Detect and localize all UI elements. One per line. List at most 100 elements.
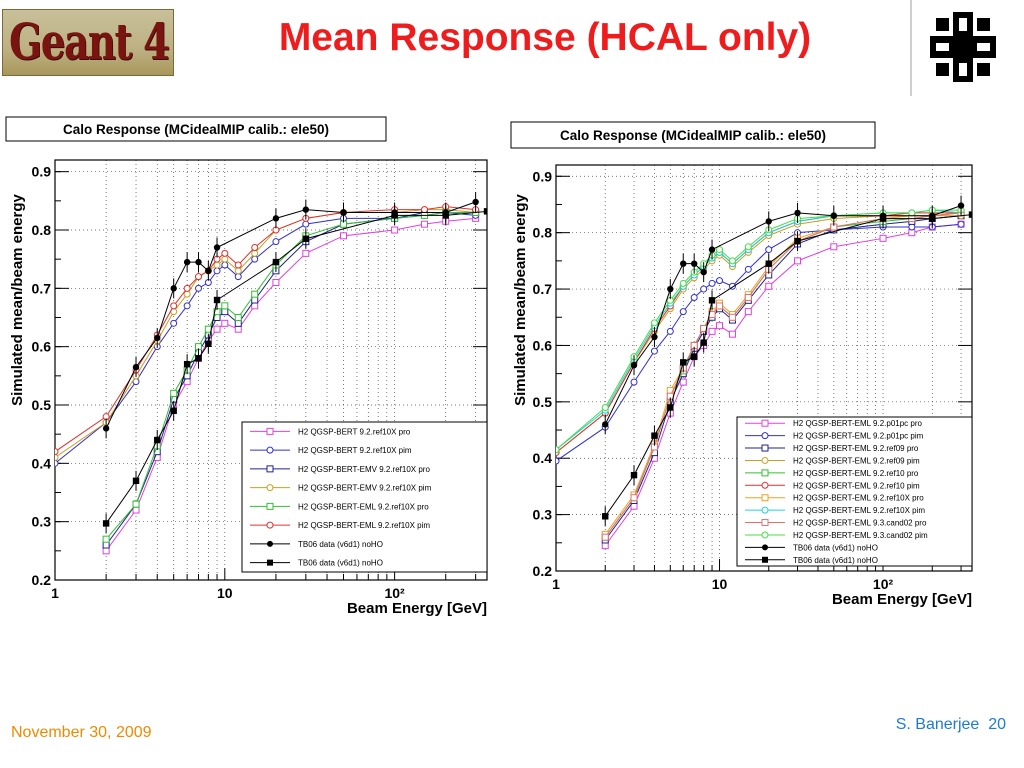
data-point: [221, 308, 229, 316]
legend-label: H2 QGSP-BERT-EML 9.2.p01pc pro: [793, 419, 922, 428]
data-point: [744, 294, 752, 302]
data-point: [204, 331, 212, 339]
data-point: [234, 261, 242, 269]
data-point: [339, 232, 347, 240]
data-point: [302, 249, 310, 257]
legend-box: [736, 416, 973, 567]
data-point: [708, 279, 716, 287]
data-point: [221, 249, 229, 257]
legend-label: H2 QGSP-BERT-EMV 9.2.ref10X pro: [298, 465, 430, 474]
data-point: [183, 284, 191, 292]
data-point: [716, 302, 724, 310]
series-line: [556, 209, 962, 451]
x-tick-label: 10²: [873, 576, 894, 592]
data-point: [690, 268, 698, 276]
series-line: [604, 212, 962, 538]
data-point: [794, 209, 801, 217]
data-point: [908, 209, 916, 217]
data-point: [601, 533, 609, 541]
data-point: [879, 212, 887, 220]
data-point: [339, 214, 347, 222]
legend-label: H2 QGSP-BERT-EML 9.2.ref09 pro: [793, 444, 919, 453]
data-point: [251, 296, 259, 304]
series-line: [105, 212, 476, 540]
data-point: [957, 209, 965, 217]
data-point: [700, 339, 707, 346]
data-point: [957, 209, 965, 217]
data-point: [761, 531, 769, 539]
data-point: [391, 209, 398, 216]
data-point: [132, 500, 140, 508]
data-point: [102, 419, 110, 426]
data-point: [55, 448, 59, 456]
series-2: [102, 209, 480, 549]
data-point: [195, 343, 203, 351]
data-point: [928, 223, 936, 231]
data-point: [761, 419, 769, 427]
data-point: [630, 471, 638, 479]
data-point: [267, 540, 273, 547]
geant4-logo-text: Geant 4: [9, 12, 170, 71]
data-point: [728, 263, 736, 270]
data-point: [744, 291, 752, 299]
legend-label: H2 QGSP-BERT-EML 9.2.ref10 pro: [793, 469, 919, 478]
data-point: [879, 220, 887, 228]
y-tick-label: 0.2: [32, 572, 52, 588]
data-point: [679, 308, 687, 316]
x-tick-label: 1: [51, 585, 59, 601]
data-point: [601, 533, 609, 541]
data-point: [666, 305, 674, 313]
data-point: [195, 284, 203, 292]
data-point: [170, 302, 178, 310]
y-tick-label: 0.3: [533, 507, 553, 523]
data-point: [716, 322, 724, 330]
data-point: [716, 251, 724, 259]
data-point: [708, 310, 716, 318]
legend-label: H2 QGSP-BERT-EMV 9.2.ref10X pim: [298, 484, 432, 493]
x-axis-label: Beam Energy [GeV]: [832, 591, 972, 608]
data-point: [830, 223, 838, 231]
data-point: [132, 477, 140, 485]
data-point: [680, 359, 687, 366]
series-line: [556, 212, 962, 453]
data-point: [957, 220, 965, 228]
data-point: [266, 427, 274, 435]
data-point: [794, 229, 802, 237]
data-point: [421, 209, 429, 216]
data-point: [830, 215, 838, 223]
y-tick-label: 0.4: [533, 450, 553, 466]
data-point: [708, 308, 716, 316]
series-line: [556, 215, 962, 453]
data-point: [667, 404, 674, 411]
data-point: [183, 366, 191, 374]
data-point: [213, 308, 221, 316]
data-point: [601, 409, 609, 417]
data-point: [213, 255, 221, 263]
series-line: [556, 209, 962, 451]
data-point: [251, 290, 259, 298]
data-point: [728, 257, 736, 265]
data-point: [650, 322, 658, 330]
data-point: [957, 209, 965, 217]
data-point: [650, 440, 658, 448]
data-point: [302, 238, 310, 246]
data-point: [556, 449, 560, 457]
data-point: [102, 419, 110, 426]
data-point: [879, 215, 887, 223]
data-point: [666, 299, 674, 307]
data-point: [442, 217, 450, 225]
page-number: 20: [988, 716, 1006, 733]
data-point: [728, 316, 736, 324]
data-point: [472, 209, 480, 216]
data-point: [442, 212, 449, 219]
data-point: [650, 327, 658, 335]
data-point: [679, 285, 687, 293]
series-3: [556, 212, 965, 457]
data-point: [879, 209, 887, 217]
data-point: [302, 235, 310, 242]
series-line: [556, 223, 962, 462]
data-point: [302, 232, 310, 240]
data-point: [170, 401, 178, 409]
data-point: [700, 263, 708, 270]
data-point: [391, 214, 399, 222]
